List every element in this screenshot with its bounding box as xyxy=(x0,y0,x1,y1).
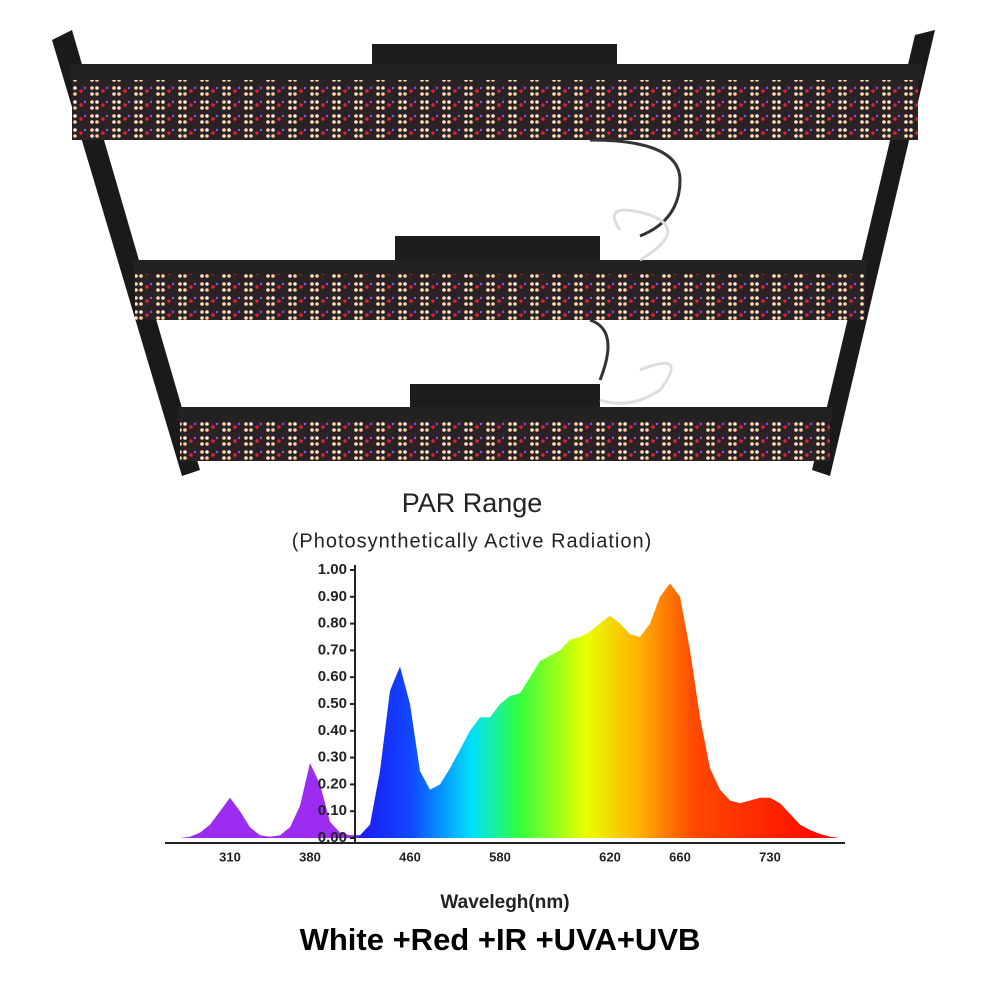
y-tick-label: 0.80 xyxy=(318,615,347,632)
x-tick-label: 310 xyxy=(219,849,241,864)
x-axis-label: Wavelegh(nm) xyxy=(440,892,569,913)
y-tick-label: 0.60 xyxy=(318,668,347,685)
chart-title: PAR Range xyxy=(402,488,543,518)
y-tick-label: 0.20 xyxy=(318,775,347,792)
x-tick-label: 460 xyxy=(399,849,421,864)
y-tick-label: 1.00 xyxy=(318,561,347,578)
caption: White +Red +IR +UVA+UVB xyxy=(300,922,701,957)
x-tick-label: 620 xyxy=(599,849,621,864)
y-tick-label: 0.90 xyxy=(318,588,347,605)
spectrum-area xyxy=(170,583,840,838)
x-tick-label: 580 xyxy=(489,849,511,864)
y-tick-label: 0.40 xyxy=(318,722,347,739)
y-tick-label: 0.70 xyxy=(318,641,347,658)
x-tick-label: 380 xyxy=(299,849,321,864)
y-tick-label: 0.30 xyxy=(318,749,347,766)
grow-light xyxy=(52,30,935,476)
x-tick-label: 660 xyxy=(669,849,691,864)
y-tick-label: 0.00 xyxy=(318,829,347,846)
y-tick-label: 0.50 xyxy=(318,695,347,712)
chart-subtitle: (Photosynthetically Active Radiation) xyxy=(292,530,653,552)
x-tick-label: 730 xyxy=(759,849,781,864)
y-tick-label: 0.10 xyxy=(318,802,347,819)
chart: PAR Range (Photosynthetically Active Rad… xyxy=(165,488,845,957)
